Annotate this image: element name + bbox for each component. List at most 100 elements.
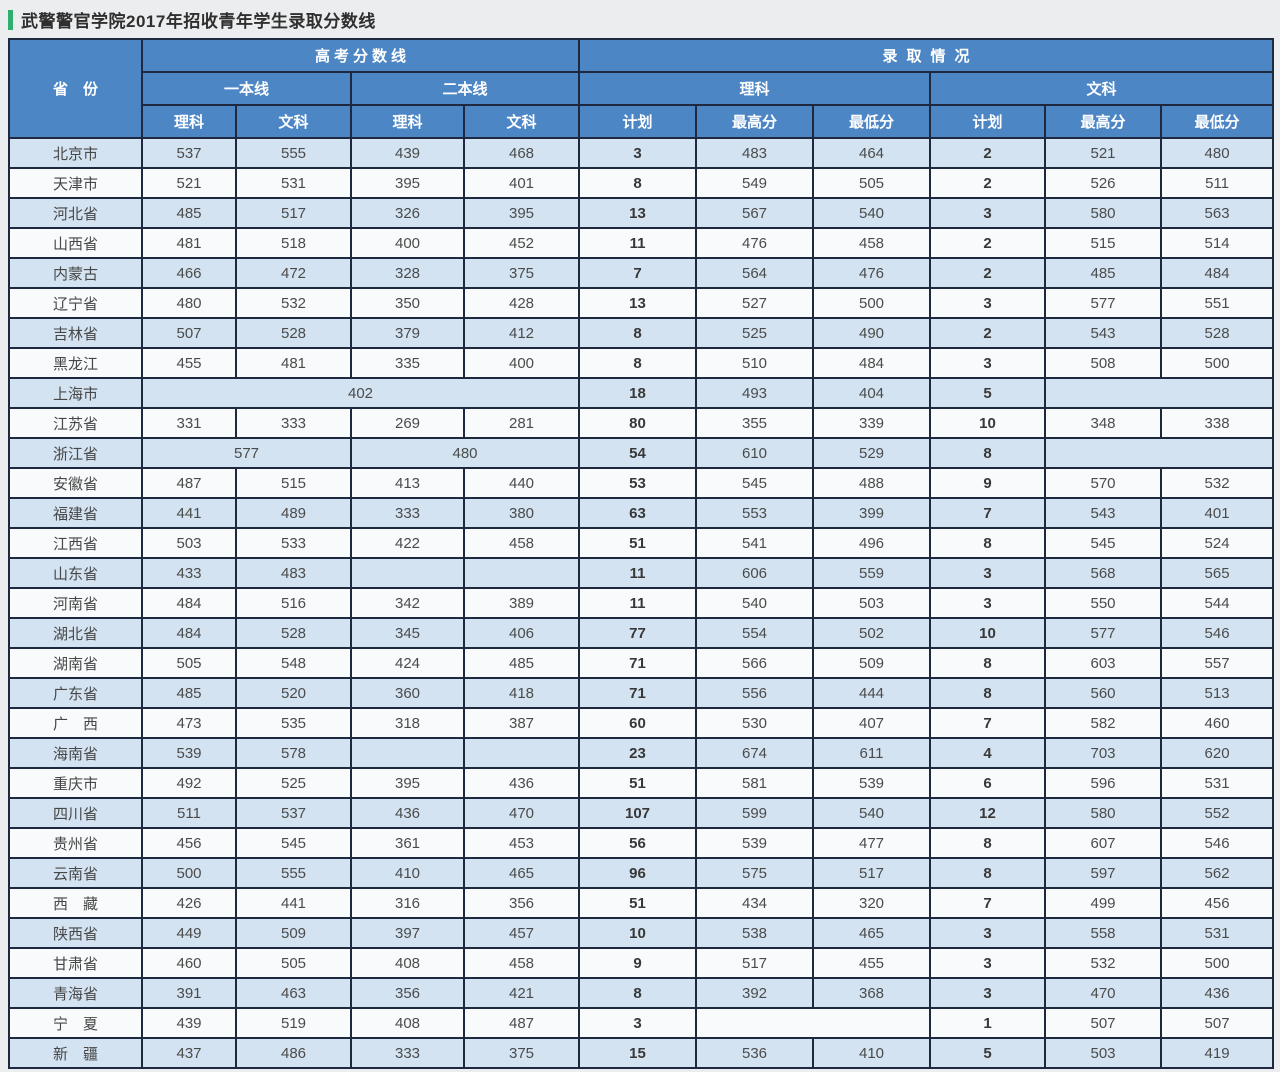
header-second-tier-line: 二本线 — [349, 71, 581, 106]
admission-scores-table: 省 份 高考分数线 录取情况 一本线 二本线 理科 文科 理科 文科 理科 文科… — [8, 38, 1275, 1069]
score-cell: 564 — [695, 257, 815, 289]
score-cell: 565 — [1160, 557, 1275, 589]
score-cell: 517 — [235, 197, 352, 229]
table-row: 青海省 391 463 356 421 8 392 368 3 470 436 — [8, 977, 1275, 1009]
table-row: 黑龙江 455 481 335 400 8 510 484 3 508 500 — [8, 347, 1275, 379]
province-cell: 四川省 — [8, 797, 143, 829]
score-cell: 470 — [462, 797, 581, 829]
score-cell: 3 — [929, 977, 1047, 1009]
score-cell: 456 — [1160, 887, 1275, 919]
score-cell: 13 — [578, 287, 698, 319]
score-cell: 401 — [462, 167, 581, 199]
score-cell: 556 — [695, 677, 815, 709]
score-cell: 391 — [141, 977, 237, 1009]
score-cell: 520 — [235, 677, 352, 709]
score-cell: 375 — [462, 1037, 581, 1069]
score-cell: 555 — [235, 857, 352, 889]
score-cell: 11 — [578, 587, 698, 619]
table-row: 海南省 539 578 23 674 611 4 703 620 — [8, 737, 1275, 769]
score-cell: 400 — [462, 347, 581, 379]
score-cell: 5 — [929, 1037, 1047, 1069]
score-cell: 546 — [1160, 617, 1275, 649]
header-second-tier-science: 理科 — [350, 104, 465, 139]
score-cell: 3 — [929, 557, 1047, 589]
header-arts-lowest: 最低分 — [1160, 104, 1275, 139]
score-cell: 23 — [578, 737, 698, 769]
score-cell: 515 — [235, 467, 352, 499]
score-cell: 500 — [1160, 947, 1275, 979]
score-cell: 395 — [350, 167, 465, 199]
score-cell: 8 — [929, 677, 1047, 709]
score-cell: 53 — [578, 467, 698, 499]
score-cell: 458 — [812, 227, 932, 259]
score-cell: 539 — [695, 827, 815, 859]
score-cell: 528 — [235, 317, 352, 349]
score-cell: 537 — [235, 797, 352, 829]
province-cell: 河北省 — [8, 197, 143, 229]
score-cell: 7 — [929, 887, 1047, 919]
score-cell: 674 — [695, 737, 815, 769]
score-cell: 533 — [235, 527, 352, 559]
score-cell: 543 — [1044, 497, 1163, 529]
table-row: 河北省 485 517 326 395 13 567 540 3 580 563 — [8, 197, 1275, 229]
score-cell: 380 — [462, 497, 581, 529]
score-cell: 503 — [141, 527, 237, 559]
province-cell: 贵州省 — [8, 827, 143, 859]
score-cell: 503 — [1044, 1037, 1163, 1069]
score-cell: 3 — [929, 347, 1047, 379]
score-cell: 505 — [141, 647, 237, 679]
score-cell: 508 — [1044, 347, 1163, 379]
score-cell: 483 — [695, 137, 815, 169]
score-cell: 464 — [812, 137, 932, 169]
score-cell: 532 — [235, 287, 352, 319]
score-cell: 328 — [350, 257, 465, 289]
header-row-sections: 省 份 高考分数线 录取情况 — [8, 38, 1275, 139]
score-cell: 562 — [1160, 857, 1275, 889]
score-cell: 387 — [462, 707, 581, 739]
score-cell: 549 — [695, 167, 815, 199]
score-cell: 8 — [929, 827, 1047, 859]
score-cell: 490 — [812, 317, 932, 349]
score-cell: 516 — [235, 587, 352, 619]
province-cell: 浙江省 — [8, 437, 143, 469]
score-cell: 500 — [1160, 347, 1275, 379]
score-cell: 1 — [929, 1007, 1047, 1039]
score-cell: 15 — [578, 1037, 698, 1069]
score-cell: 424 — [350, 647, 465, 679]
score-cell: 77 — [578, 617, 698, 649]
score-cell: 505 — [812, 167, 932, 199]
score-cell: 71 — [578, 677, 698, 709]
province-cell: 辽宁省 — [8, 287, 143, 319]
score-cell: 480 — [141, 287, 237, 319]
score-cell: 517 — [695, 947, 815, 979]
score-cell: 703 — [1044, 737, 1163, 769]
province-cell: 甘肃省 — [8, 947, 143, 979]
score-cell: 485 — [462, 647, 581, 679]
table-row: 贵州省 456 545 361 453 56 539 477 8 607 546 — [8, 827, 1275, 859]
score-cell: 8 — [578, 977, 698, 1009]
score-cell: 484 — [812, 347, 932, 379]
score-cell: 8 — [929, 437, 1047, 469]
score-cell: 379 — [350, 317, 465, 349]
score-cell: 452 — [462, 227, 581, 259]
header-gaokao-section: 高考分数线 — [140, 38, 581, 73]
score-cell: 521 — [1044, 137, 1163, 169]
score-cell: 531 — [1160, 767, 1275, 799]
score-cell: 566 — [695, 647, 815, 679]
header-row-columns: 理科 文科 理科 文科 计划 最高分 最低分 计划 最高分 最低分 — [9, 104, 1275, 139]
score-cell: 326 — [350, 197, 465, 229]
table-row: 山西省 481 518 400 452 11 476 458 2 515 514 — [8, 227, 1275, 259]
score-cell: 507 — [1044, 1007, 1163, 1039]
score-cell: 316 — [350, 887, 465, 919]
score-cell: 578 — [235, 737, 352, 769]
score-cell: 10 — [929, 407, 1047, 439]
score-cell: 528 — [235, 617, 352, 649]
score-cell: 485 — [1044, 257, 1163, 289]
score-cell: 531 — [1160, 917, 1275, 949]
score-cell: 535 — [235, 707, 352, 739]
province-cell: 山西省 — [8, 227, 143, 259]
header-second-tier-arts: 文科 — [462, 104, 581, 139]
score-cell: 551 — [1160, 287, 1275, 319]
score-cell: 603 — [1044, 647, 1163, 679]
score-cell: 318 — [350, 707, 465, 739]
